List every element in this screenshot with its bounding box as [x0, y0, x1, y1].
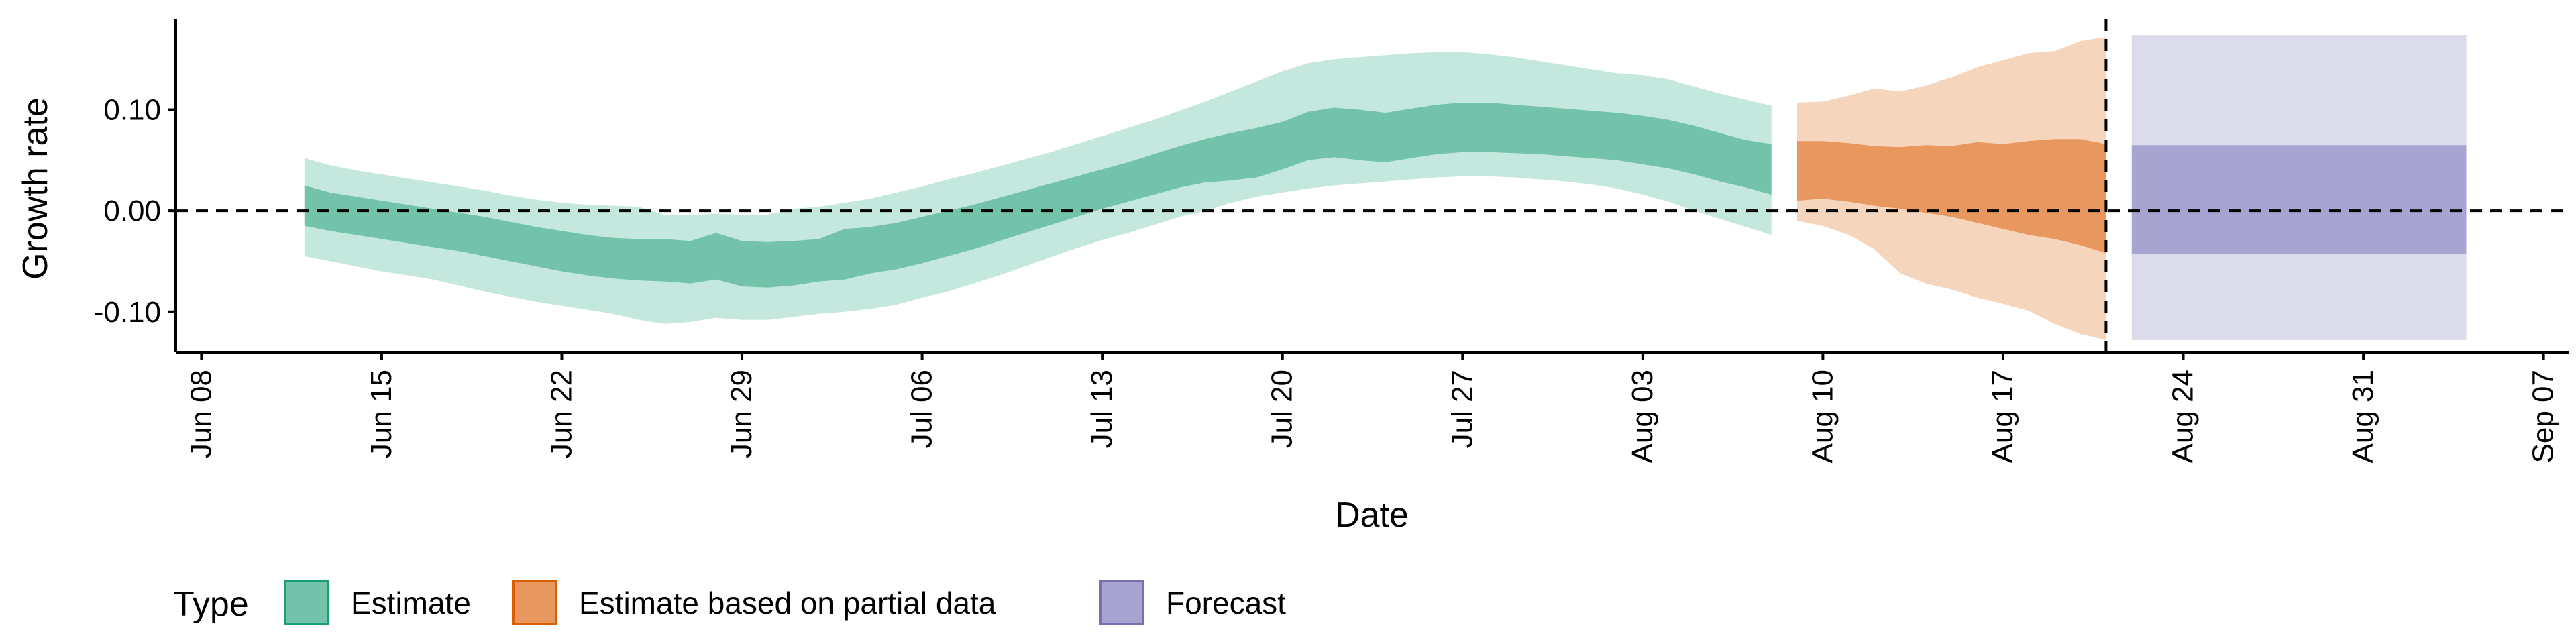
x-tick-label: Jul 13 — [1085, 370, 1118, 448]
x-tick-label: Jul 06 — [906, 370, 938, 448]
legend-label-estimate-based-on-partial-data: Estimate based on partial data — [579, 586, 996, 621]
legend-key-forecast — [1099, 580, 1144, 625]
legend-items: Estimate Estimate based on partial data Fo… — [284, 580, 1286, 625]
legend-label-forecast: Forecast — [1166, 586, 1286, 621]
estimate-inner-band — [304, 103, 1772, 288]
x-tick-label: Jul 20 — [1266, 370, 1299, 448]
reference-lines — [176, 19, 2569, 352]
y-tick-label: 0.00 — [103, 195, 161, 227]
x-tick-label: Sep 07 — [2527, 370, 2560, 463]
y-tick-label: -0.10 — [94, 296, 161, 329]
x-tick-label: Jul 27 — [1446, 370, 1479, 448]
forecast-inner-band — [2131, 145, 2467, 254]
legend-label-estimate: Estimate — [351, 586, 471, 621]
x-tick-label: Jun 08 — [184, 370, 217, 458]
x-tick-label: Aug 03 — [1626, 370, 1659, 463]
x-tick-label: Aug 10 — [1806, 370, 1839, 463]
legend-key-estimate — [284, 580, 329, 625]
tick-labels: -0.10 0.00 0.10 Jun 08 Jun 15 Jun 22 Jun 29 Jul… — [94, 94, 2560, 464]
legend-title: Type — [173, 585, 249, 624]
x-tick-label: Jun 29 — [725, 370, 758, 458]
axes — [168, 19, 2569, 360]
legend-key-estimate-based-on-partial-data — [512, 580, 557, 625]
x-tick-label: Jun 15 — [365, 370, 398, 458]
x-tick-label: Aug 31 — [2347, 370, 2379, 463]
x-axis-title: Date — [1335, 496, 1409, 535]
y-tick-label: 0.10 — [103, 94, 161, 127]
x-tick-label: Jun 22 — [545, 370, 578, 458]
x-tick-label: Aug 17 — [1986, 370, 2019, 463]
legend: Type Estimate Estimate based on partial d… — [173, 580, 1286, 625]
uncertainty-bands — [304, 35, 2467, 340]
y-axis-title: Growth rate — [16, 97, 55, 280]
estimate-based-on-partial-data-inner-band — [1797, 139, 2106, 254]
x-tick-label: Aug 24 — [2167, 370, 2200, 463]
